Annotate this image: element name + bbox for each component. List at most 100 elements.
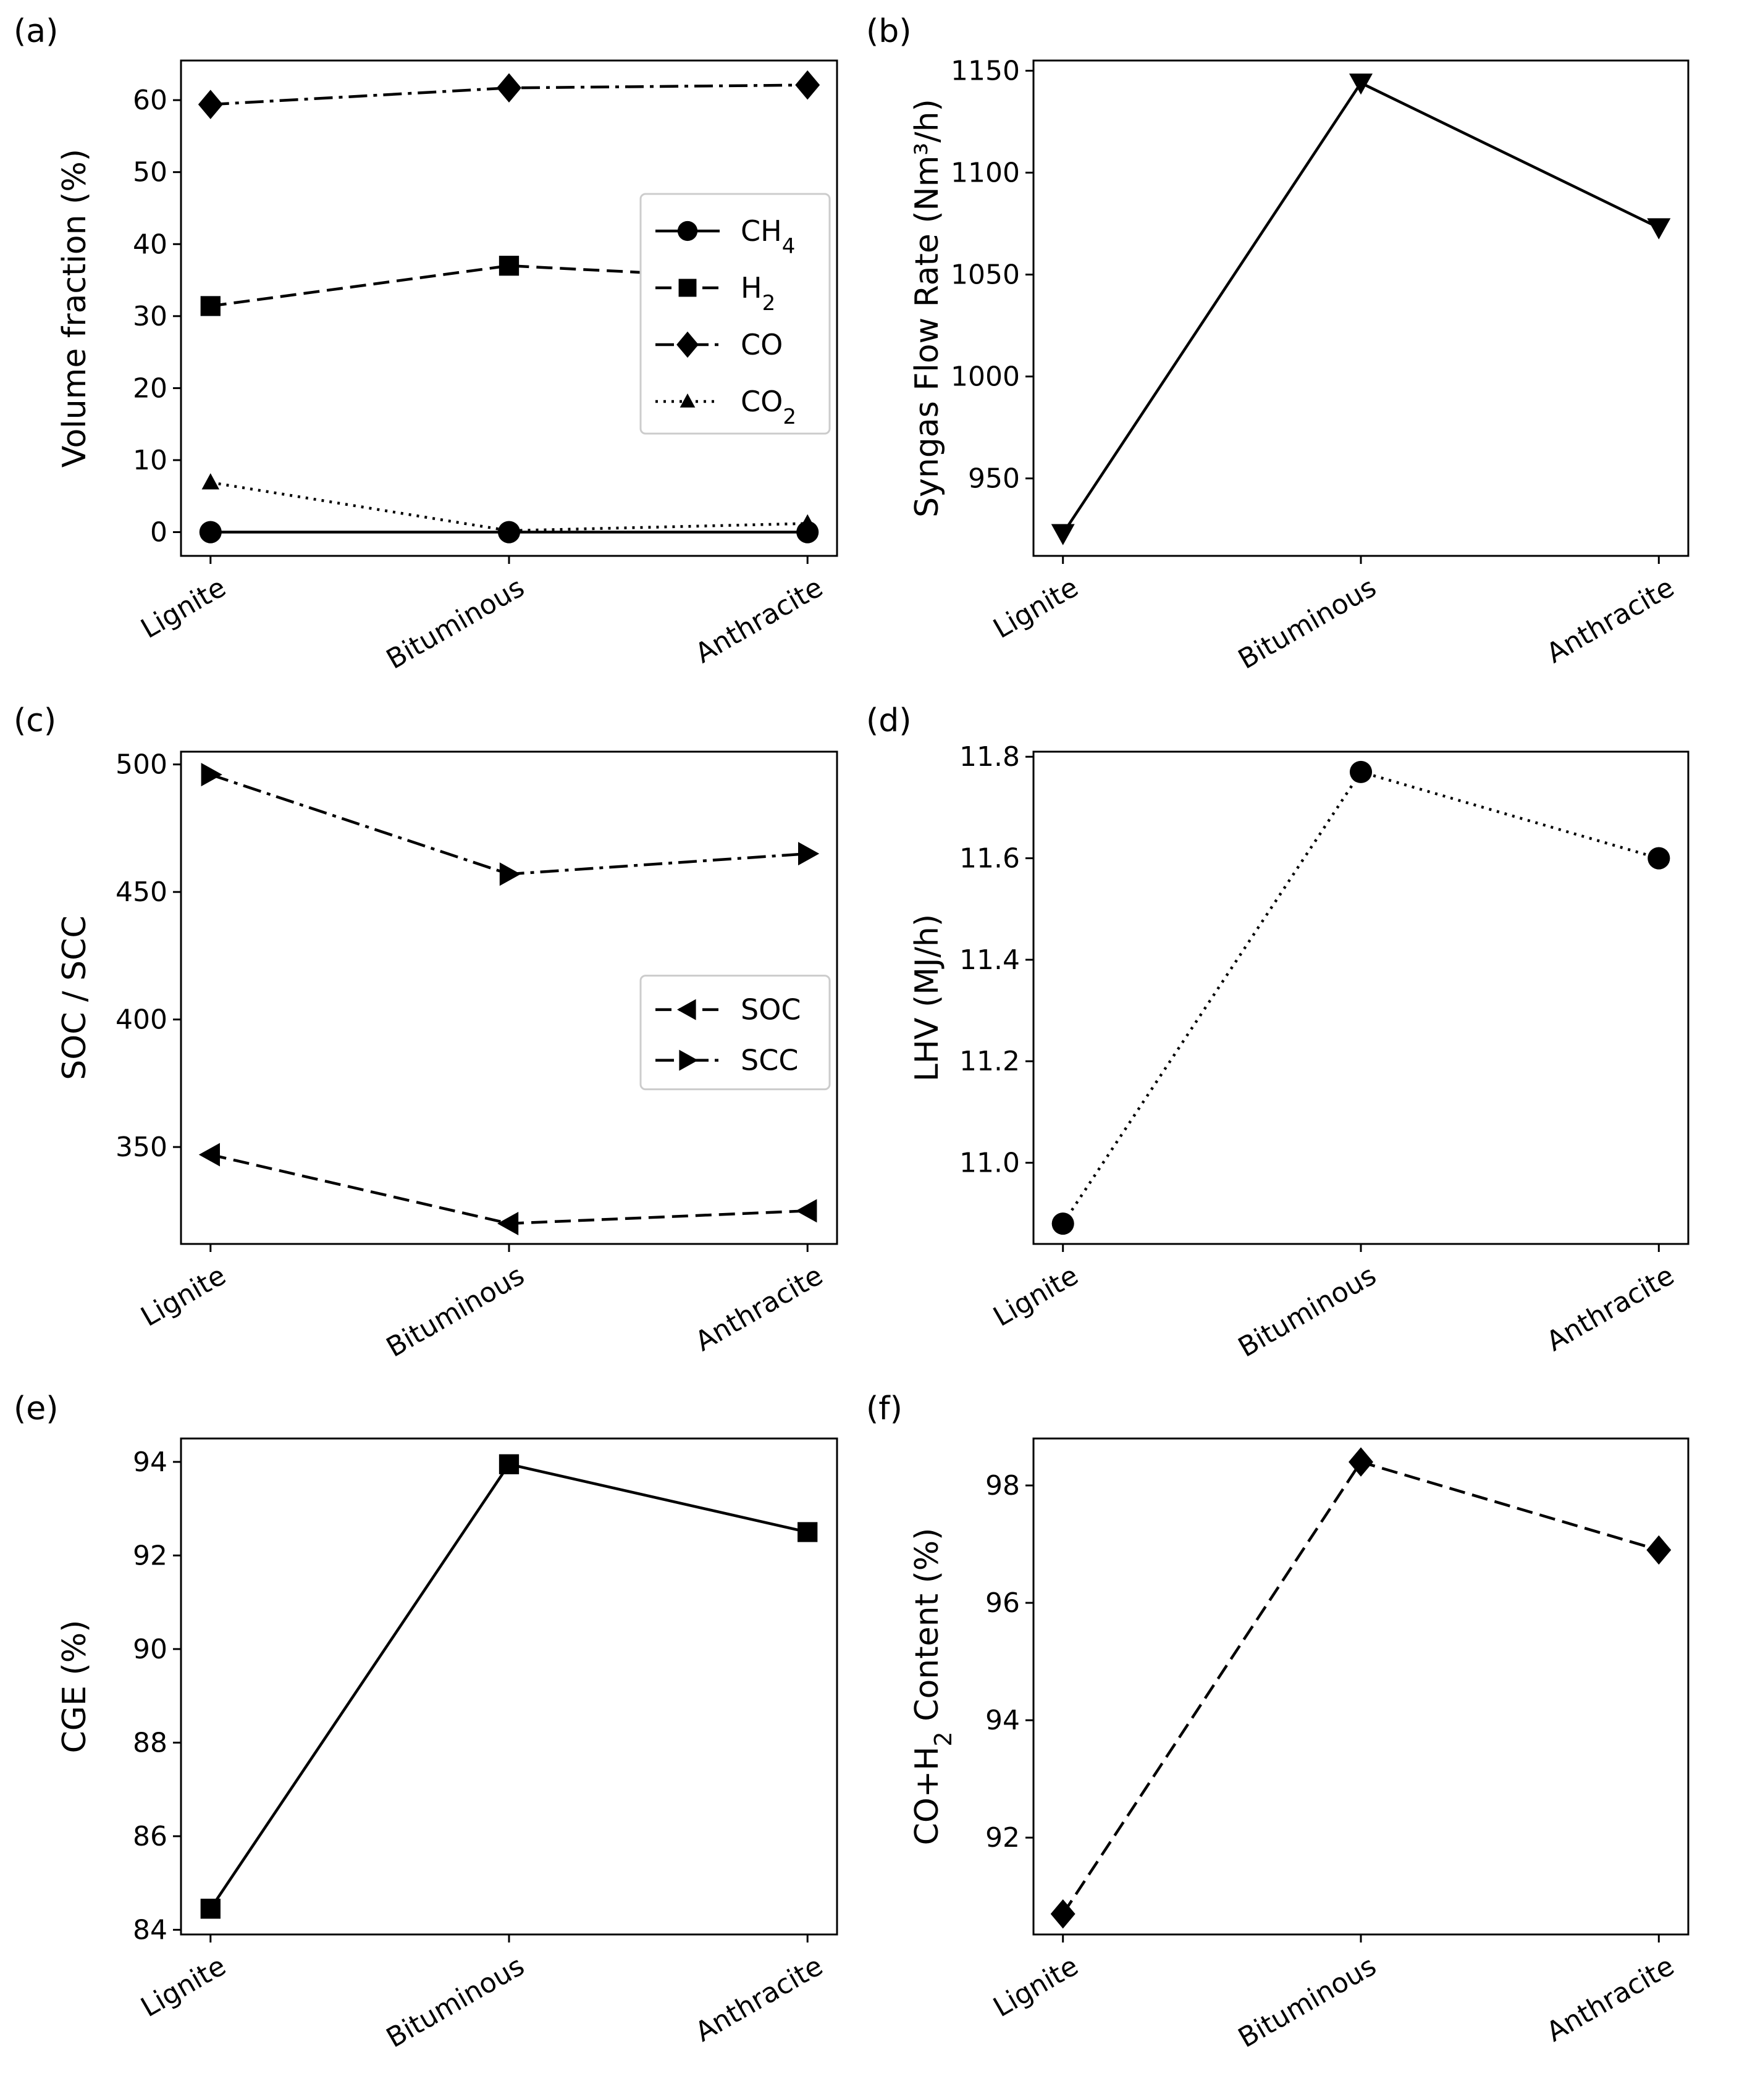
data-point [499,256,520,276]
chart-panel: (f) 92 94 96 98 Lignite Bituminous Anthracite CO… [866,1390,1690,2054]
y-tick-label: 30 [133,301,167,332]
y-tick-label: 92 [985,1822,1020,1854]
data-point [200,1899,221,1919]
y-tick-label: 90 [133,1634,167,1665]
data-point [497,73,521,103]
legend-box [639,193,831,435]
data-point [500,521,518,538]
y-tick-label: 950 [968,463,1020,495]
y-tick-label: 50 [133,157,167,188]
y-axis-label: SOC / SCC [56,915,93,1080]
x-tick-label: Bituminous [381,1950,530,2054]
series-line [209,1463,808,1910]
y-tick-label: 1000 [951,361,1020,393]
data-point [798,1522,818,1542]
data-point [798,514,817,531]
series-line [210,83,808,106]
x-tick-label: Bituminous [1233,1950,1382,2054]
legend-marker [678,279,697,297]
data-point [499,1454,520,1474]
series-line [1061,770,1659,1225]
x-tick-label: Lignite [136,571,232,645]
y-tick-label: 11.2 [959,1046,1020,1077]
chart-panel: (c) 350 400 450 500 Lignite Bituminous Anthraci… [14,702,838,1364]
data-point [497,1211,519,1235]
panel-letter: (b) [866,13,912,50]
legend-marker [677,999,696,1020]
x-tick-label: Anthracite [690,1259,828,1358]
data-point [798,842,820,866]
panel-letter: (d) [866,702,912,739]
x-tick-label: Lignite [136,1259,232,1333]
y-tick-label: 94 [985,1705,1020,1736]
series-line [1061,81,1660,534]
x-tick-label: Lignite [988,1259,1084,1333]
x-tick-label: Lignite [136,1950,232,2023]
legend-marker [677,220,698,242]
y-tick-label: 86 [133,1821,167,1852]
data-point [199,521,222,544]
data-point [200,296,221,316]
y-tick-label: 1050 [951,259,1020,291]
y-tick-label: 350 [116,1132,167,1163]
x-tick-label: Lignite [988,1950,1084,2023]
y-tick-label: 11.8 [959,741,1020,773]
data-point [1349,1447,1373,1477]
y-tick-label: 11.4 [959,944,1020,976]
legend-label: SCC [741,1044,798,1077]
x-tick-label: Anthracite [690,1950,828,2048]
data-point [1051,1212,1074,1235]
chart-panel: (a) 0 10 20 30 40 50 60 Lignite Bituminous Anthrac… [14,13,838,676]
y-axis-label: LHV (MJ/h) [909,914,946,1082]
plot-frame [1032,1437,1690,1936]
data-point [1051,524,1075,545]
y-tick-label: 88 [133,1727,167,1758]
x-tick-label: Anthracite [1541,571,1680,670]
legend-marker [679,1049,698,1071]
x-tick-label: Bituminous [381,1259,530,1363]
y-axis-label: Volume fraction (%) [56,149,93,468]
panel-letter: (a) [14,13,58,50]
panel-letter: (c) [14,702,56,739]
legend-marker [676,331,699,358]
x-tick-label: Anthracite [1541,1259,1680,1358]
y-tick-label: 11.0 [959,1148,1020,1179]
y-tick-label: 92 [133,1540,167,1571]
y-tick-label: 84 [133,1914,167,1946]
data-point [1349,74,1373,95]
panel-letter: (e) [14,1390,59,1427]
x-tick-label: Bituminous [381,571,530,675]
panel-letter: (f) [866,1390,903,1427]
y-tick-label: 20 [133,372,167,404]
plot-frame [1032,59,1690,557]
y-tick-label: 94 [133,1447,167,1478]
y-tick-label: 11.6 [959,843,1020,875]
chart-panel: (b) 950 1000 1050 1100 1150 Lignite Bituminous A… [866,13,1690,676]
y-tick-label: 60 [133,85,167,116]
data-point [1646,1535,1672,1565]
y-tick-label: 96 [985,1587,1020,1619]
x-tick-label: Anthracite [1541,1950,1680,2048]
data-point [795,70,820,100]
data-point [1648,847,1670,870]
y-tick-label: 1150 [951,56,1020,87]
x-tick-label: Lignite [988,571,1084,645]
x-tick-label: Anthracite [690,571,828,670]
y-tick-label: 10 [133,445,167,476]
plot-frame [1032,750,1690,1245]
y-tick-label: 500 [116,749,167,781]
y-tick-label: 450 [116,876,167,908]
series-line [1061,1460,1659,1915]
data-point [499,862,521,886]
data-point [1050,1899,1075,1929]
series-line [210,1153,808,1225]
data-point [201,763,222,787]
data-point [201,473,220,490]
legend-label: CO [741,328,783,361]
chart-panel: (d) 11.0 11.2 11.4 11.6 11.8 Lignite Bituminous… [866,702,1690,1364]
series-line [210,773,808,876]
data-point [796,1199,817,1223]
y-axis-label: CO+H2 Content (%) [909,1528,957,1846]
plot-frame [180,1437,838,1936]
